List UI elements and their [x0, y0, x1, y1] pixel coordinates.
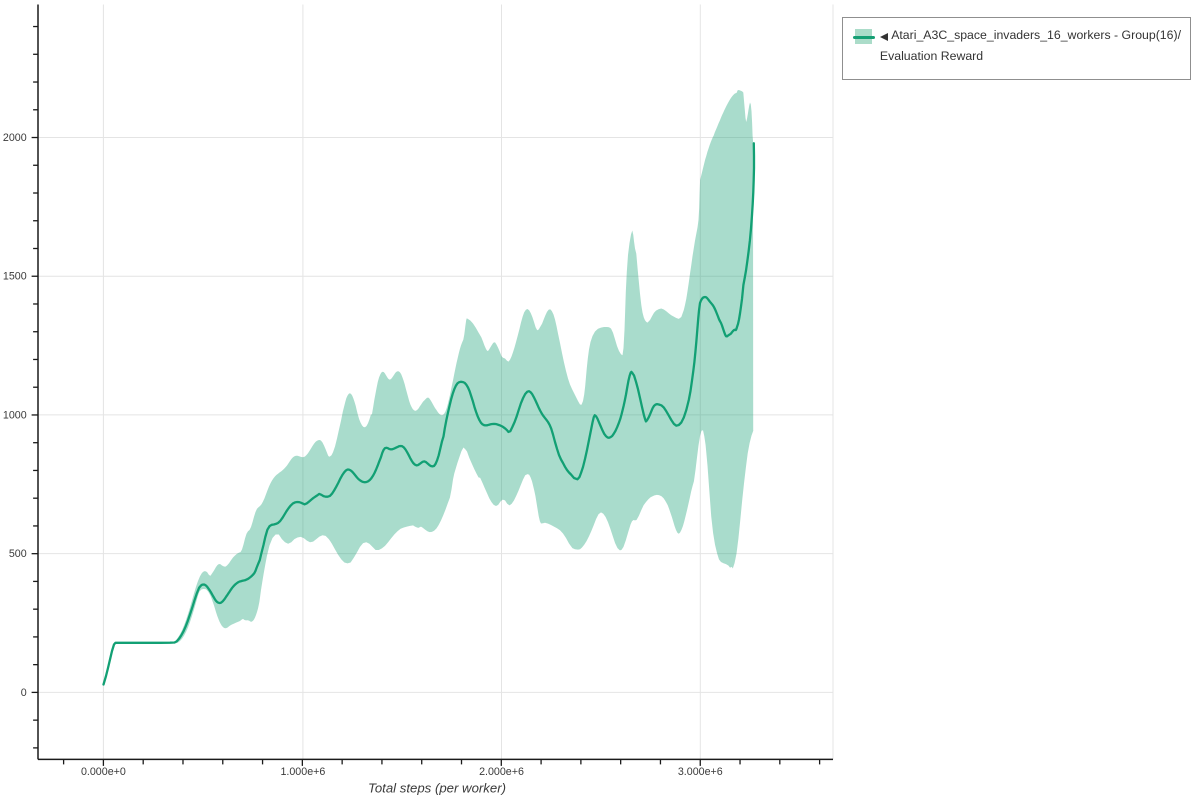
svg-text:1.000e+6: 1.000e+6	[280, 766, 325, 778]
svg-text:2000: 2000	[3, 132, 27, 144]
svg-text:0: 0	[21, 687, 27, 699]
svg-text:1000: 1000	[3, 409, 27, 421]
svg-text:1500: 1500	[3, 271, 27, 283]
svg-text:2.000e+6: 2.000e+6	[479, 766, 524, 778]
svg-text:0.000e+0: 0.000e+0	[81, 766, 126, 778]
svg-text:500: 500	[9, 548, 27, 560]
svg-text:3.000e+6: 3.000e+6	[678, 766, 723, 778]
svg-text:Total steps (per worker): Total steps (per worker)	[368, 780, 506, 795]
